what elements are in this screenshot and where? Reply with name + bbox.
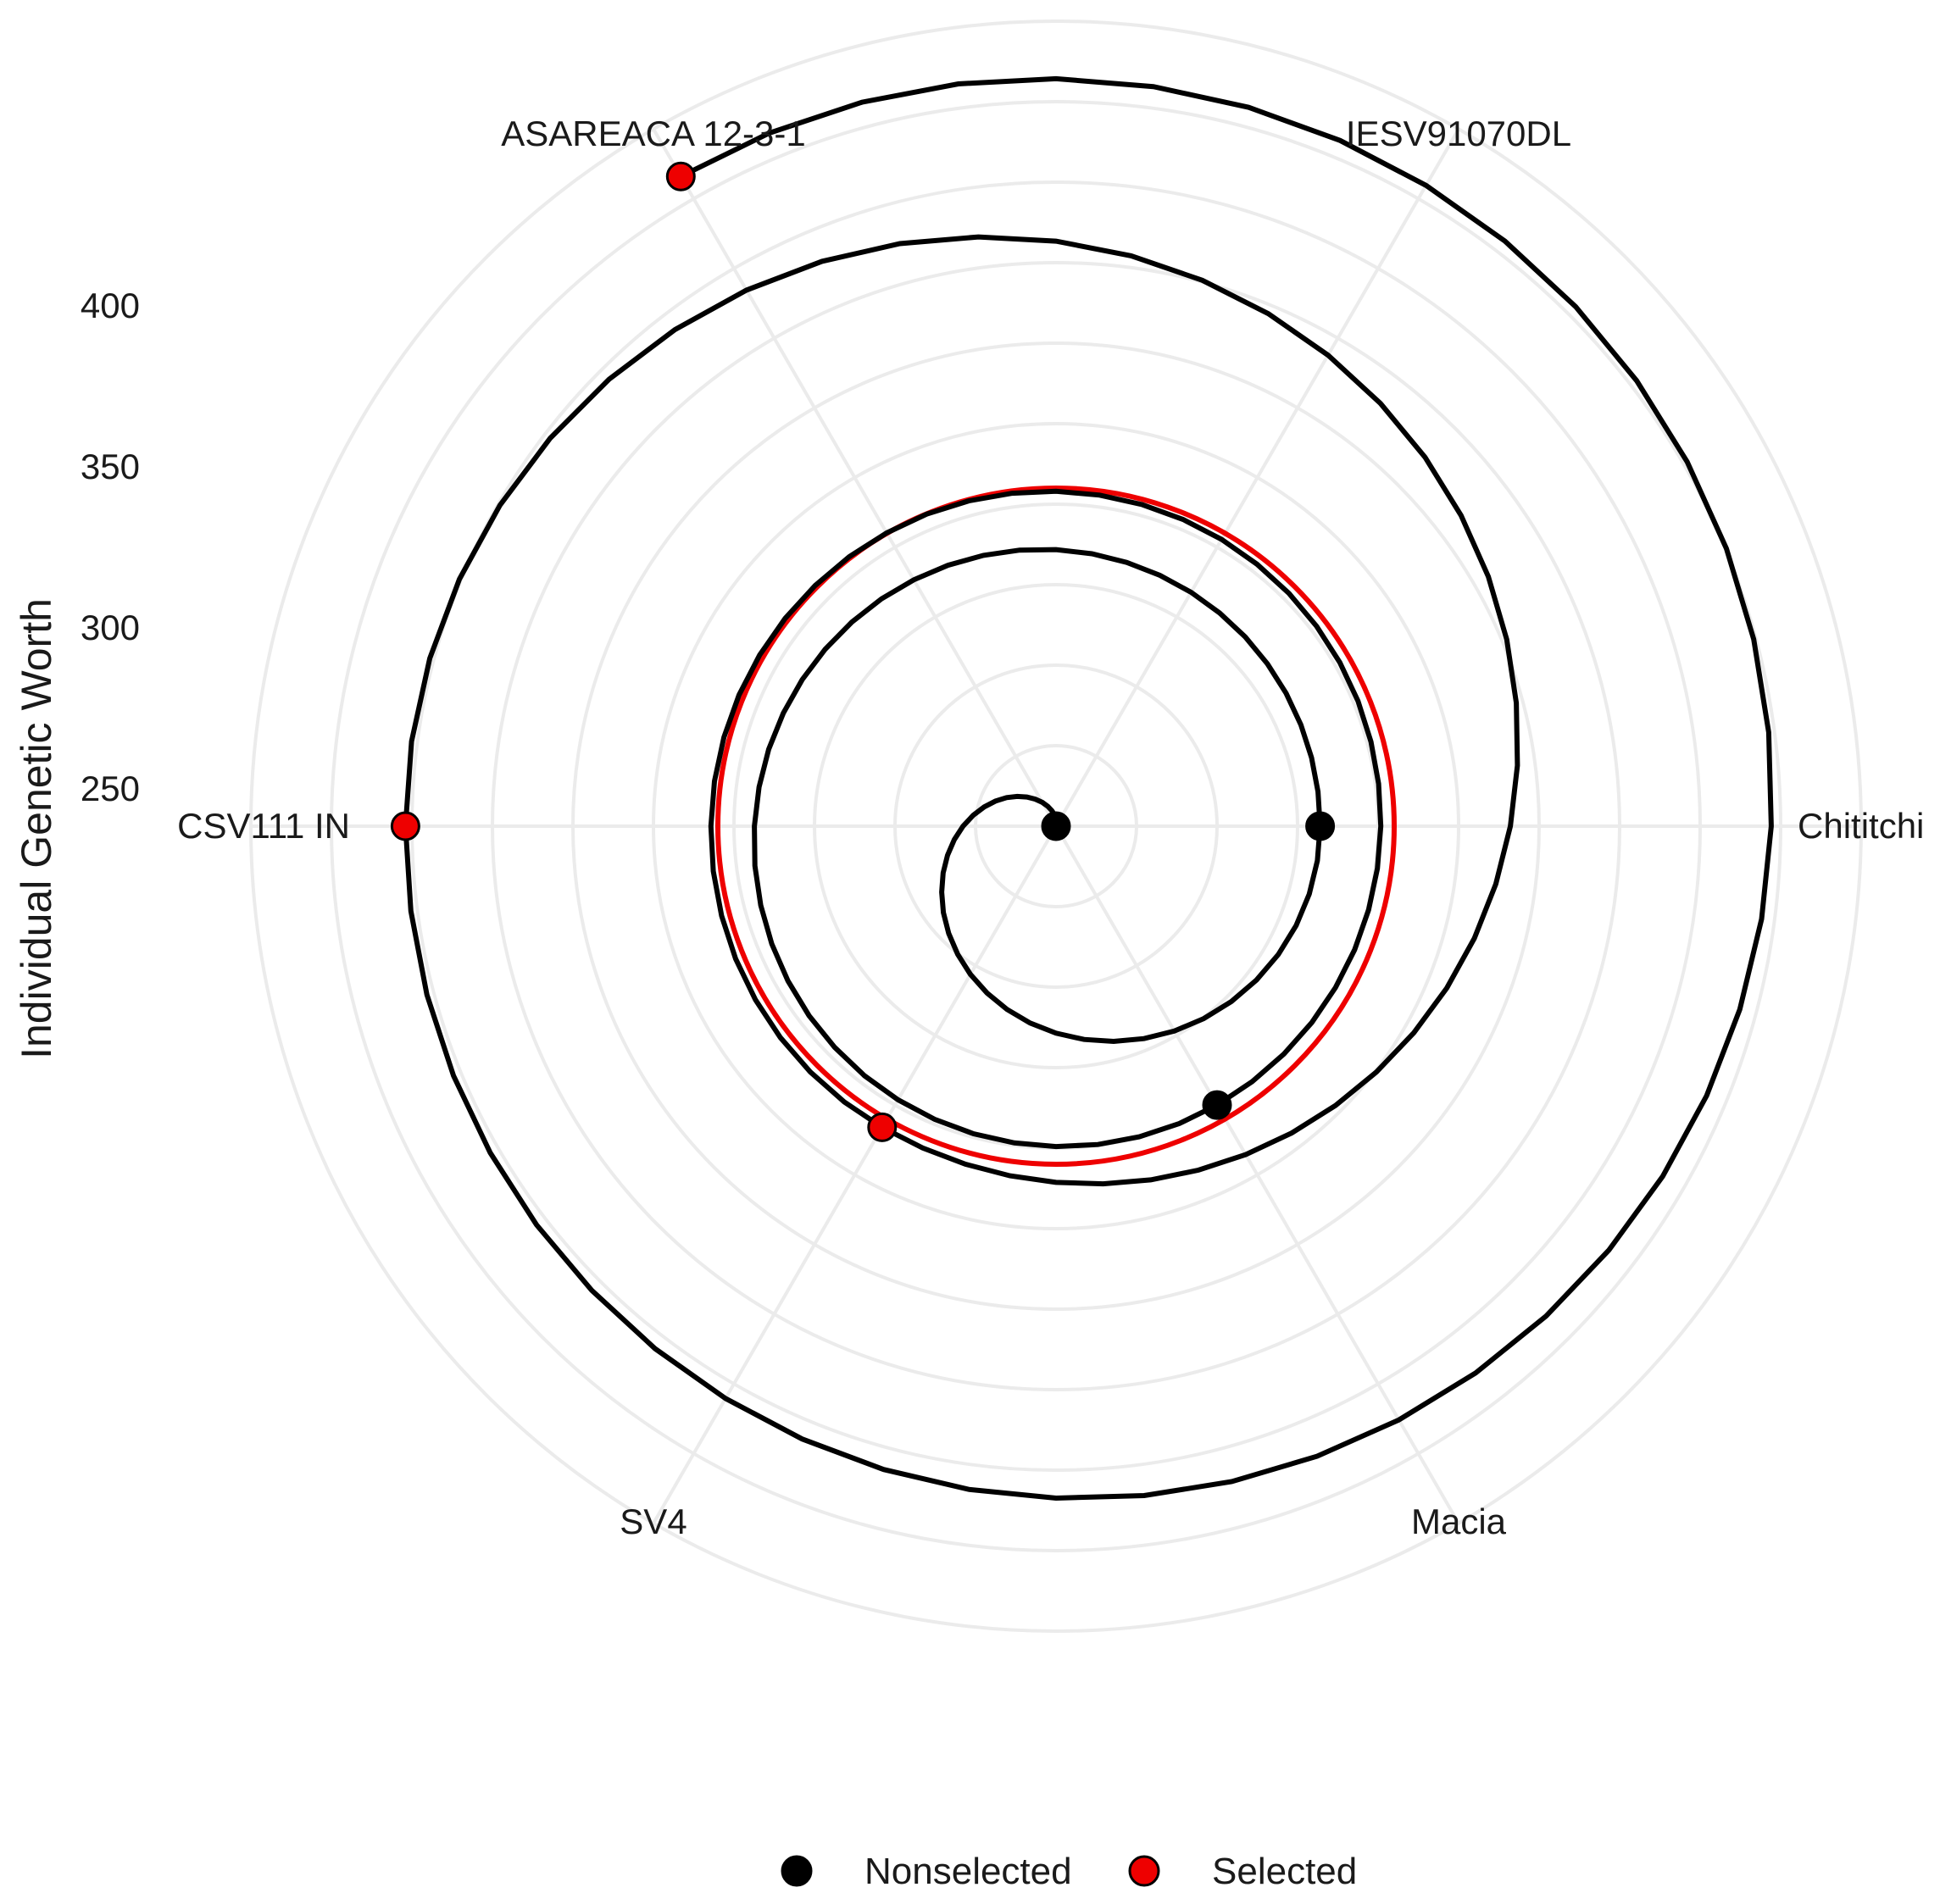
legend-key-selected bbox=[1128, 1855, 1160, 1887]
grid-spokes bbox=[251, 128, 1861, 1524]
y-axis-title: Individual Genetic Worth bbox=[13, 598, 60, 1059]
tick-label-400: 400 bbox=[81, 286, 140, 325]
legend: Nonselected Selected bbox=[781, 1851, 1357, 1892]
threshold-layer bbox=[715, 486, 1397, 1167]
series-line bbox=[403, 75, 1774, 1502]
spoke-sv4 bbox=[652, 824, 1058, 1524]
point-macia bbox=[1041, 811, 1071, 841]
radial-tick-labels: 250 300 350 400 bbox=[81, 286, 140, 808]
category-labels: Chititchi IESV91070DL ASAREACA 12-3-1 CSV11… bbox=[177, 114, 1924, 1541]
point-chititchi bbox=[1305, 811, 1336, 841]
point-layer bbox=[390, 161, 1336, 1142]
spoke-iesv91070dl bbox=[1054, 128, 1460, 827]
legend-label-selected: Selected bbox=[1212, 1851, 1357, 1892]
category-label-sv4: SV4 bbox=[620, 1502, 687, 1541]
point-iesv91070dl bbox=[1202, 1090, 1232, 1120]
tick-label-350: 350 bbox=[81, 447, 140, 486]
tick-label-250: 250 bbox=[81, 769, 140, 808]
series-layer bbox=[403, 75, 1774, 1502]
legend-key-nonselected bbox=[781, 1855, 813, 1887]
category-label-macia: Macia bbox=[1411, 1502, 1507, 1541]
spoke-macia bbox=[1054, 824, 1460, 1524]
point-sv4 bbox=[665, 161, 696, 192]
spoke-asareaca-12-3-1 bbox=[652, 128, 1058, 827]
point-asareaca-12-3-1 bbox=[867, 1112, 898, 1142]
legend-label-nonselected: Nonselected bbox=[864, 1851, 1072, 1892]
threshold-circle bbox=[715, 486, 1397, 1167]
category-label-chititchi: Chititchi bbox=[1798, 806, 1924, 846]
category-label-csv111-in: CSV111 IN bbox=[177, 806, 350, 846]
tick-label-300: 300 bbox=[81, 608, 140, 647]
point-csv111-in bbox=[390, 811, 420, 841]
category-label-iesv91070dl: IESV91070DL bbox=[1346, 114, 1571, 153]
category-label-asareaca-12-3-1: ASAREACA 12-3-1 bbox=[501, 114, 806, 153]
